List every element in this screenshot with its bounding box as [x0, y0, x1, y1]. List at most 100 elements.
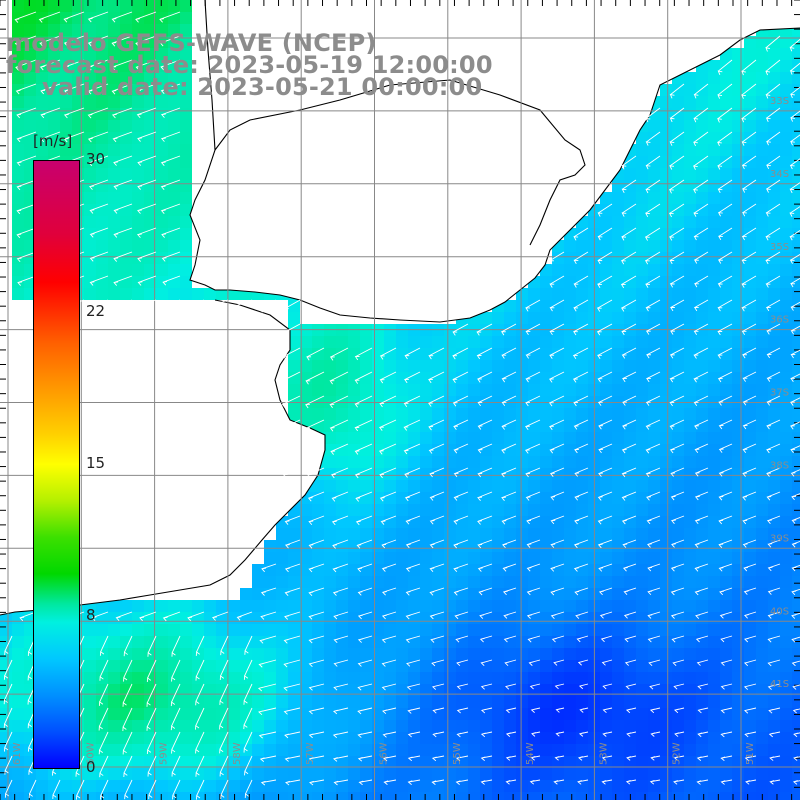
wind-cell: [468, 636, 480, 648]
wind-arrow: [160, 203, 181, 214]
wind-arrow: [717, 59, 733, 75]
wind-arrow: [382, 707, 397, 715]
wind-cell: [660, 780, 672, 792]
graticule-labels: 61W 60W 59W 58W 57W 56W 55W 54W 53W 52W 51W33S34S3…: [12, 96, 789, 765]
wind-cell: [456, 480, 468, 492]
wind-cell: [780, 348, 792, 360]
wind-arrow: [40, 131, 61, 143]
wind-cell: [336, 708, 348, 720]
wind-cell: [168, 660, 180, 672]
wind-cell: [288, 672, 300, 684]
wind-cell: [180, 624, 192, 636]
wind-arrow: [792, 708, 800, 714]
wind-cell: [744, 672, 756, 684]
wind-cell: [744, 312, 756, 324]
wind-cell: [744, 408, 756, 420]
wind-cell: [156, 204, 168, 216]
wind-cell: [432, 504, 444, 516]
wind-cell: [168, 144, 180, 156]
wind-cell: [708, 180, 720, 192]
wind-arrow: [573, 419, 589, 430]
wind-cell: [552, 720, 564, 732]
wind-cell: [612, 216, 624, 228]
wind-cell: [360, 768, 372, 780]
wind-cell: [396, 564, 408, 576]
wind-cell: [552, 300, 564, 312]
wind-cell: [0, 792, 12, 800]
wind-cell: [132, 684, 144, 696]
wind-cell: [156, 132, 168, 144]
wind-arrow: [550, 587, 565, 596]
wind-cell: [444, 348, 456, 360]
wind-cell: [276, 600, 288, 612]
wind-cell: [372, 408, 384, 420]
wind-cell: [600, 252, 612, 264]
wind-cell: [336, 384, 348, 396]
wind-cell: [372, 792, 384, 800]
wind-arrow: [597, 395, 613, 406]
wind-arrow: [694, 467, 709, 477]
wind-cell: [444, 480, 456, 492]
wind-cell: [732, 420, 744, 432]
wind-arrow: [380, 515, 397, 525]
wind-arrow: [113, 275, 133, 286]
wind-cell: [660, 360, 672, 372]
wind-arrow: [790, 373, 800, 383]
wind-arrow: [501, 515, 517, 525]
wind-cell: [312, 408, 324, 420]
wind-cell: [336, 480, 348, 492]
wind-cell: [696, 648, 708, 660]
wind-cell: [504, 528, 516, 540]
wind-arrow: [123, 635, 133, 657]
wind-cell: [564, 456, 576, 468]
wind-cell: [780, 252, 792, 264]
wind-cell: [792, 420, 800, 432]
colorbar-tick: 15: [86, 454, 106, 472]
wind-cell: [312, 648, 324, 660]
latitude-label: 39S: [770, 533, 789, 544]
wind-cell: [288, 660, 300, 672]
wind-cell: [108, 48, 120, 60]
wind-cell: [624, 408, 636, 420]
wind-cell: [504, 576, 516, 588]
wind-cell: [132, 600, 144, 612]
wind-cell: [204, 660, 216, 672]
wind-cell: [744, 696, 756, 708]
wind-cell: [612, 696, 624, 708]
wind-cell: [564, 660, 576, 672]
wind-arrow: [621, 203, 637, 217]
wind-cell: [492, 780, 504, 792]
wind-cell: [468, 456, 480, 468]
wind-cell: [372, 720, 384, 732]
wind-arrow: [623, 587, 637, 596]
wind-cell: [660, 96, 672, 108]
wind-cell: [780, 792, 792, 800]
wind-arrow: [220, 635, 229, 656]
wind-cell: [132, 120, 144, 132]
wind-cell: [648, 780, 660, 792]
wind-cell: [132, 168, 144, 180]
wind-cell: [156, 0, 168, 12]
wind-cell: [420, 348, 432, 360]
wind-cell: [96, 264, 108, 276]
wind-arrow: [766, 467, 781, 477]
wind-arrow: [549, 419, 565, 430]
wind-cell: [696, 144, 708, 156]
wind-cell: [156, 732, 168, 744]
wind-cell: [0, 648, 12, 660]
wind-cell: [600, 732, 612, 744]
wind-cell: [612, 420, 624, 432]
wind-arrow: [573, 323, 589, 336]
wind-cell: [720, 120, 732, 132]
wind-arrow: [452, 395, 469, 407]
wind-cell: [708, 648, 720, 660]
wind-cell: [348, 528, 360, 540]
wind-cell: [360, 708, 372, 720]
wind-arrow: [598, 587, 613, 596]
wind-cell: [516, 432, 528, 444]
wind-cell: [84, 780, 96, 792]
wind-cell: [36, 0, 48, 12]
wind-cell: [720, 408, 732, 420]
wind-cell: [288, 360, 300, 372]
wind-cell: [792, 600, 800, 612]
